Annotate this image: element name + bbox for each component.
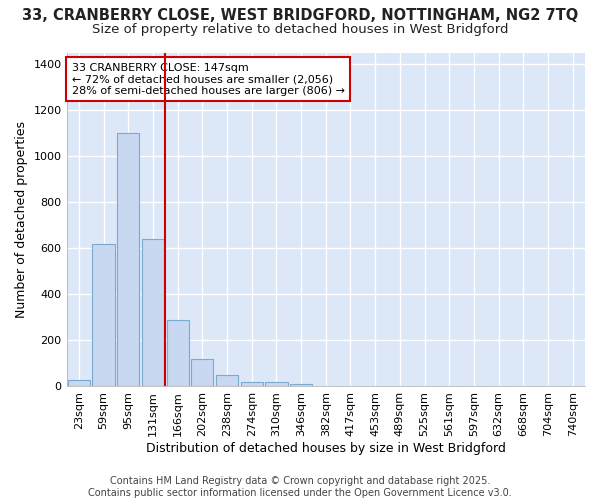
Y-axis label: Number of detached properties: Number of detached properties [15,121,28,318]
Bar [167,320,189,386]
Text: Size of property relative to detached houses in West Bridgford: Size of property relative to detached ho… [92,22,508,36]
Bar [265,382,287,386]
Text: Contains HM Land Registry data © Crown copyright and database right 2025.
Contai: Contains HM Land Registry data © Crown c… [88,476,512,498]
Bar [191,359,214,386]
Text: 33, CRANBERRY CLOSE, WEST BRIDGFORD, NOTTINGHAM, NG2 7TQ: 33, CRANBERRY CLOSE, WEST BRIDGFORD, NOT… [22,8,578,22]
X-axis label: Distribution of detached houses by size in West Bridgford: Distribution of detached houses by size … [146,442,506,455]
Bar [142,239,164,386]
Bar [241,382,263,386]
Text: 33 CRANBERRY CLOSE: 147sqm
← 72% of detached houses are smaller (2,056)
28% of s: 33 CRANBERRY CLOSE: 147sqm ← 72% of deta… [72,62,345,96]
Bar [92,244,115,386]
Bar [117,133,139,386]
Bar [290,384,312,386]
Bar [68,380,90,386]
Bar [216,375,238,386]
